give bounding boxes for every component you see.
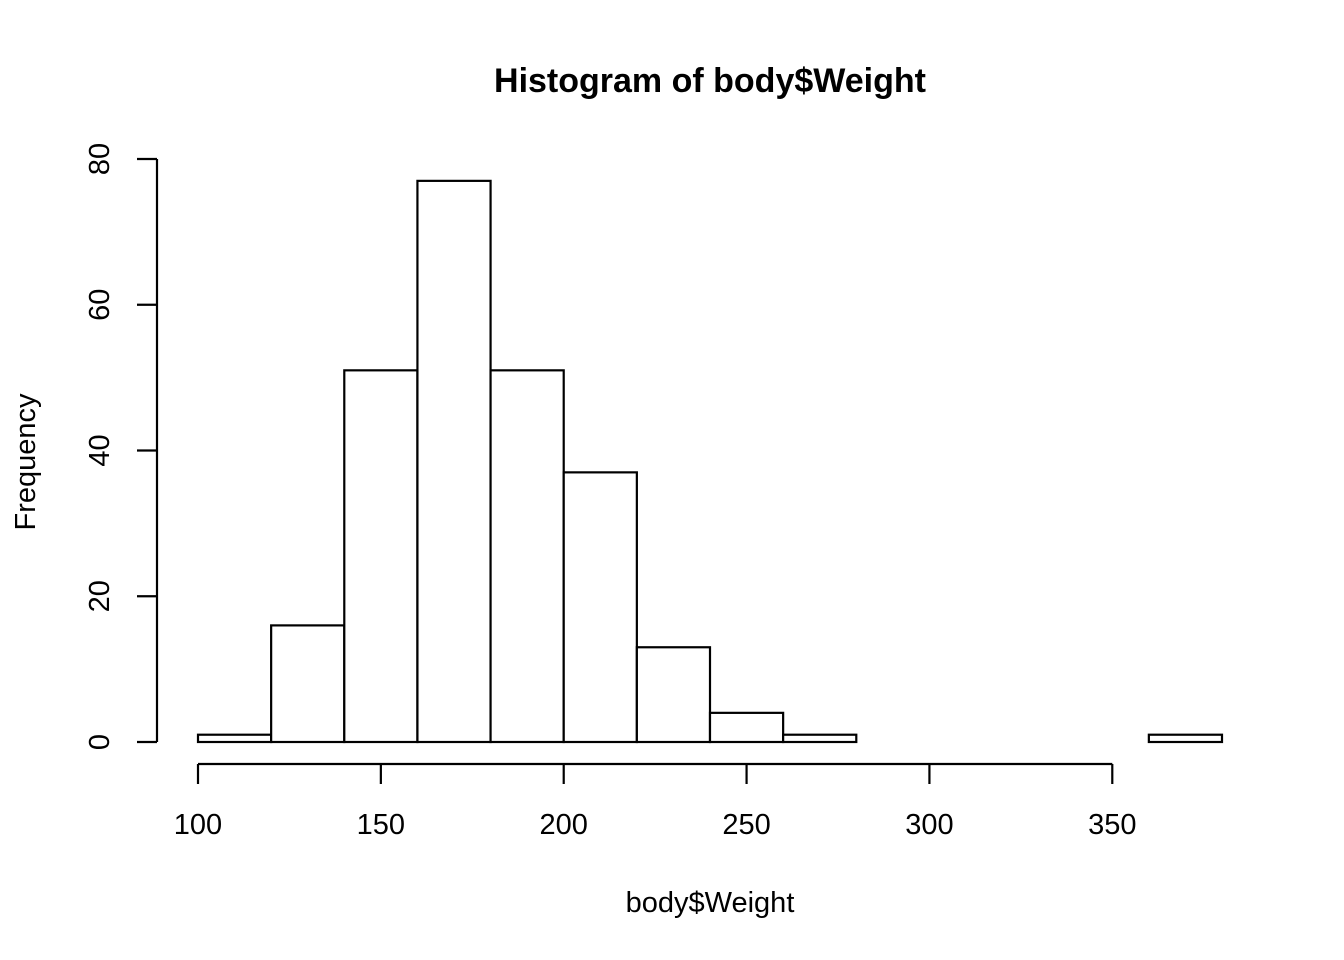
- histogram-bar: [343, 369, 419, 744]
- histogram-bar: [562, 471, 638, 744]
- x-tick-label: 100: [174, 809, 222, 841]
- y-axis-label: Frequency: [10, 393, 42, 531]
- x-tick-label: 300: [905, 809, 953, 841]
- y-tick-label: 60: [84, 289, 116, 321]
- y-tick-label: 80: [84, 143, 116, 175]
- x-tick-label: 150: [357, 809, 405, 841]
- histogram-bar: [708, 711, 785, 744]
- y-tick-label: 0: [84, 734, 116, 750]
- histogram-bar: [489, 369, 565, 744]
- histogram-bar: [416, 179, 492, 744]
- y-axis: 0 20 40 60 80: [84, 143, 159, 750]
- histogram-bar: [270, 624, 346, 744]
- histogram-bar: [196, 733, 273, 744]
- y-tick-label: 40: [84, 434, 116, 466]
- x-tick-label: 350: [1088, 809, 1136, 841]
- x-tick-label: 250: [722, 809, 770, 841]
- histogram-bar: [635, 646, 712, 744]
- histogram-bar: [1147, 733, 1224, 744]
- histogram-bar: [782, 733, 858, 744]
- x-axis: 100 150 200 250 300 350: [174, 762, 1136, 841]
- y-tick-label: 20: [84, 580, 116, 612]
- x-tick-label: 200: [540, 809, 588, 841]
- chart-title: Histogram of body$Weight: [494, 62, 926, 100]
- x-axis-label: body$Weight: [626, 887, 795, 919]
- bars-group: [196, 179, 1224, 744]
